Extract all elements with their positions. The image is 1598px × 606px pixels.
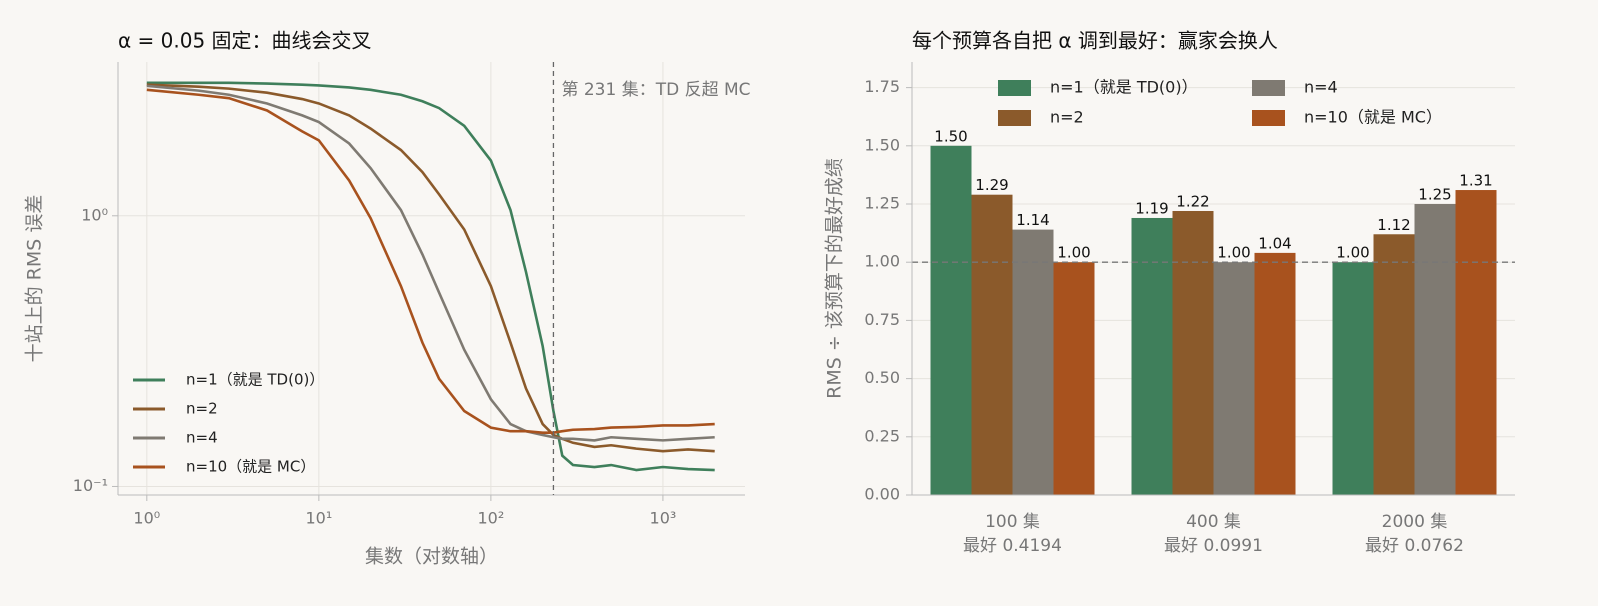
x-tick-note: 最好 0.0762 (1365, 536, 1464, 556)
value-label: 1.25 (1418, 186, 1451, 204)
chart-title: 每个预算各自把 α 调到最好：赢家会换人 (912, 29, 1278, 53)
line-series (146, 84, 715, 442)
y-tick-label: 0.75 (864, 310, 900, 329)
bar (1373, 234, 1415, 496)
bar (1254, 252, 1296, 495)
y-axis-label: 十站上的 RMS 误差 (24, 195, 46, 363)
x-tick-label: 100 集 (985, 512, 1040, 532)
legend-label: n=4 (186, 429, 218, 447)
value-label: 1.00 (1336, 244, 1369, 262)
y-tick-label: 0.50 (864, 368, 900, 387)
line-series (146, 88, 715, 434)
legend-swatch (1252, 80, 1285, 96)
bar (1172, 210, 1214, 495)
line-series (146, 83, 715, 453)
legend-label: n=2 (1050, 108, 1084, 127)
bar (1414, 204, 1456, 495)
bar (971, 194, 1013, 495)
legend-swatch (998, 110, 1031, 126)
value-label: 1.04 (1258, 234, 1291, 252)
x-tick-label: 10³ (650, 509, 677, 528)
value-label: 1.50 (934, 127, 967, 145)
y-tick-label: 1.75 (864, 77, 900, 96)
y-tick-label: 1.00 (864, 252, 900, 271)
legend-label: n=1（就是 TD(0)） (1050, 78, 1198, 97)
x-axis-label: 集数（对数轴） (365, 546, 498, 568)
bar (1213, 262, 1255, 495)
bar (1332, 262, 1374, 495)
y-tick-label: 0.00 (864, 485, 900, 504)
legend-label: n=4 (1304, 78, 1338, 97)
annotation: 第 231 集：TD 反超 MC (561, 80, 750, 100)
x-tick-label: 2000 集 (1382, 512, 1448, 532)
legend-swatch (998, 80, 1031, 96)
legend-label: n=2 (186, 400, 218, 418)
y-tick-label: 1.50 (864, 135, 900, 154)
value-label: 1.31 (1459, 172, 1492, 190)
legend-label: n=1（就是 TD(0)） (186, 371, 324, 389)
x-tick-label: 400 集 (1186, 512, 1241, 532)
value-label: 1.12 (1377, 216, 1410, 234)
bar (1012, 229, 1054, 495)
y-tick-label: 10⁰ (81, 205, 108, 224)
y-tick-label: 1.25 (864, 194, 900, 213)
y-tick-label: 10⁻¹ (73, 476, 108, 495)
chart-title: α = 0.05 固定：曲线会交叉 (118, 29, 372, 53)
bar (1053, 262, 1095, 495)
bar (930, 145, 972, 495)
legend-label: n=10（就是 MC） (1304, 108, 1442, 127)
line-series (146, 81, 715, 472)
x-tick-note: 最好 0.0991 (1164, 536, 1263, 556)
value-label: 1.22 (1176, 192, 1209, 210)
y-axis-label: RMS ÷ 该预算下的最好成绩 (824, 158, 846, 399)
x-tick-label: 10⁰ (133, 509, 160, 528)
legend-swatch (1252, 110, 1285, 126)
bar (1455, 190, 1497, 495)
x-tick-note: 最好 0.4194 (963, 536, 1062, 556)
value-label: 1.14 (1016, 211, 1049, 229)
bar (1131, 217, 1173, 495)
value-label: 1.29 (975, 176, 1008, 194)
value-label: 1.19 (1135, 199, 1168, 217)
x-tick-label: 10¹ (305, 509, 332, 528)
x-tick-label: 10² (477, 509, 504, 528)
value-label: 1.00 (1217, 244, 1250, 262)
y-tick-label: 0.25 (864, 426, 900, 445)
legend-label: n=10（就是 MC） (186, 458, 315, 476)
value-label: 1.00 (1057, 244, 1090, 262)
